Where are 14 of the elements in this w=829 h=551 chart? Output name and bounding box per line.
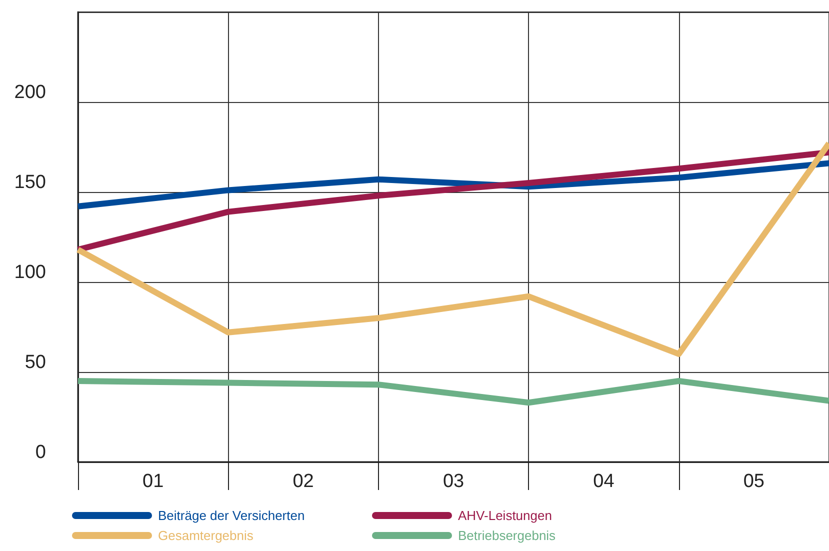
x-tick-label: 04 <box>593 471 615 492</box>
y-tick-label: 50 <box>24 352 46 373</box>
text: Betriebsergebnis <box>458 528 556 542</box>
y-tick-label: 200 <box>14 82 46 103</box>
x-tick-label: 05 <box>743 471 764 492</box>
text: Beiträge der Versicherten <box>158 508 305 522</box>
x-tick-label: 01 <box>142 471 164 492</box>
text: Gesamtergebnis <box>158 528 254 542</box>
x-tick-label: 03 <box>442 471 464 492</box>
y-tick-label: 150 <box>14 172 46 193</box>
text: AHV-Leistungen <box>458 508 552 522</box>
y-tick-label: 0 <box>35 442 46 463</box>
y-tick-label: 100 <box>14 262 46 283</box>
x-tick-label: 02 <box>292 471 314 492</box>
